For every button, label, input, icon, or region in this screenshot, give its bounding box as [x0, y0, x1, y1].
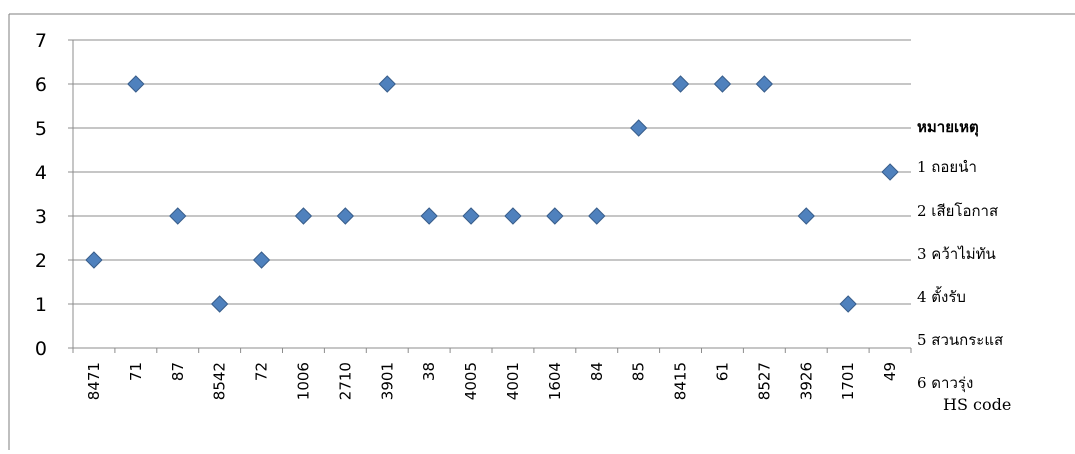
axes — [68, 39, 912, 353]
data-point-85 — [629, 119, 648, 137]
x-tick-label-1701: 1701 — [839, 362, 857, 400]
y-tick-label-6: 6 — [35, 74, 47, 96]
data-point-38 — [420, 207, 438, 225]
data-point-84 — [588, 207, 606, 225]
x-tick-label-71: 71 — [127, 362, 145, 381]
data-point-87 — [169, 207, 187, 225]
x-tick-label-3926: 3926 — [797, 362, 815, 400]
data-point-4005 — [462, 207, 480, 225]
data-point-2710 — [336, 207, 355, 225]
x-tick-label-4005: 4005 — [462, 362, 480, 400]
data-point-4001 — [504, 207, 522, 225]
x-tick-label-1604: 1604 — [546, 362, 564, 400]
data-point-8471 — [85, 251, 103, 269]
data-point-3926 — [797, 207, 815, 225]
data-point-71 — [127, 75, 145, 93]
data-point-61 — [713, 75, 732, 93]
x-axis-ticks: 8471 71 87 8542 72 1006 2710 3901 38 4005 4001 1604… — [85, 362, 899, 400]
legend-item-4: 4 ตั้งรับ — [917, 286, 966, 306]
x-tick-label-84: 84 — [588, 362, 606, 381]
chart-frame — [8, 13, 1075, 450]
legend-item-5: 5 สวนกระแส — [917, 331, 1003, 349]
x-tick-label-1006: 1006 — [294, 362, 312, 400]
y-tick-label-3: 3 — [35, 206, 47, 228]
data-point-3901 — [378, 75, 396, 93]
x-tick-label-4001: 4001 — [504, 362, 522, 400]
x-tick-label-8415: 8415 — [672, 362, 690, 400]
data-point-49 — [881, 163, 899, 181]
data-point-8415 — [671, 75, 690, 93]
data-point-1006 — [294, 207, 313, 225]
x-tick-label-8471: 8471 — [85, 362, 103, 400]
x-tick-label-8542: 8542 — [211, 362, 229, 400]
y-tick-label-7: 7 — [35, 30, 47, 52]
x-tick-label-49: 49 — [881, 362, 899, 381]
legend: หมายเหตุ 1 ถอยนำ 2 เสียโอกาส 3 คว้าไม่ทัน 4 … — [917, 118, 1003, 393]
data-point-72 — [252, 251, 271, 269]
grid-lines — [73, 39, 911, 305]
x-tick-label-8527: 8527 — [755, 362, 773, 400]
y-tick-label-2: 2 — [35, 250, 47, 272]
legend-item-2: 2 เสียโอกาส — [917, 202, 998, 220]
legend-item-6: 6 ดาวรุ่ง — [917, 374, 973, 393]
data-point-8527 — [755, 75, 774, 93]
data-point-1604 — [546, 207, 564, 225]
x-tick-label-61: 61 — [713, 362, 731, 381]
y-tick-label-5: 5 — [35, 118, 47, 140]
legend-title: หมายเหตุ — [917, 118, 979, 137]
x-tick-label-3901: 3901 — [378, 362, 396, 400]
data-point-1701 — [839, 295, 857, 313]
x-tick-label-2710: 2710 — [336, 362, 354, 400]
x-tick-label-85: 85 — [630, 362, 648, 381]
legend-item-3: 3 คว้าไม่ทัน — [917, 245, 996, 263]
data-point-8542 — [210, 295, 229, 313]
data-points — [85, 75, 899, 313]
y-tick-label-4: 4 — [35, 162, 47, 184]
y-axis-ticks: 0 1 2 3 4 5 6 7 — [35, 30, 47, 360]
legend-item-1: 1 ถอยนำ — [917, 158, 977, 176]
x-tick-label-87: 87 — [169, 362, 187, 381]
y-tick-label-1: 1 — [35, 294, 47, 316]
x-tick-label-72: 72 — [253, 362, 271, 381]
y-tick-label-0: 0 — [35, 338, 47, 360]
x-axis-title: HS code — [943, 395, 1011, 414]
x-tick-label-38: 38 — [420, 362, 438, 381]
